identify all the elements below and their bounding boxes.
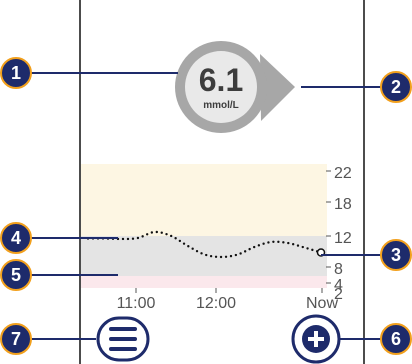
y-tick-label-2: 2 [334,286,343,303]
y-tick-label-18: 18 [334,196,352,213]
glucose-line [86,230,323,259]
x-tick-label-now: Now [306,295,338,312]
callout-6: 6 [380,323,412,355]
add-button[interactable] [291,314,341,364]
svg-text:6: 6 [391,329,401,349]
callout-2: 2 [380,71,412,103]
low-range-zone [81,276,327,288]
trend-arrow-right-icon [260,54,295,121]
svg-text:7: 7 [11,329,21,349]
high-range-zone [81,164,327,236]
y-tick-label-12: 12 [334,230,352,247]
y-tick-label-4: 4 [334,277,343,294]
y-tick-label-8: 8 [334,261,343,278]
svg-text:5: 5 [11,265,21,285]
callout-3: 3 [380,239,412,271]
add-icon [308,331,324,347]
y-axis [326,170,331,284]
svg-text:2: 2 [391,77,401,97]
x-tick-label-1200: 12:00 [196,295,236,312]
callout-5: 5 [0,259,32,291]
target-range-zone [81,236,327,276]
svg-text:3: 3 [391,245,401,265]
reading-bubble: 6.1 mmol/L [175,41,295,133]
callout-1: 1 [0,57,32,89]
svg-text:4: 4 [11,228,21,248]
glucose-value: 6.1 [199,62,243,98]
svg-text:1: 1 [11,63,21,83]
reading-inner-circle [185,51,257,123]
menu-icon [109,327,137,351]
glucose-unit: mmol/L [203,100,239,111]
menu-button[interactable] [96,316,150,362]
x-tick-label-1100: 11:00 [117,295,156,312]
callout-4: 4 [0,222,32,254]
callout-7: 7 [0,323,32,355]
y-tick-label-22: 22 [334,165,352,182]
